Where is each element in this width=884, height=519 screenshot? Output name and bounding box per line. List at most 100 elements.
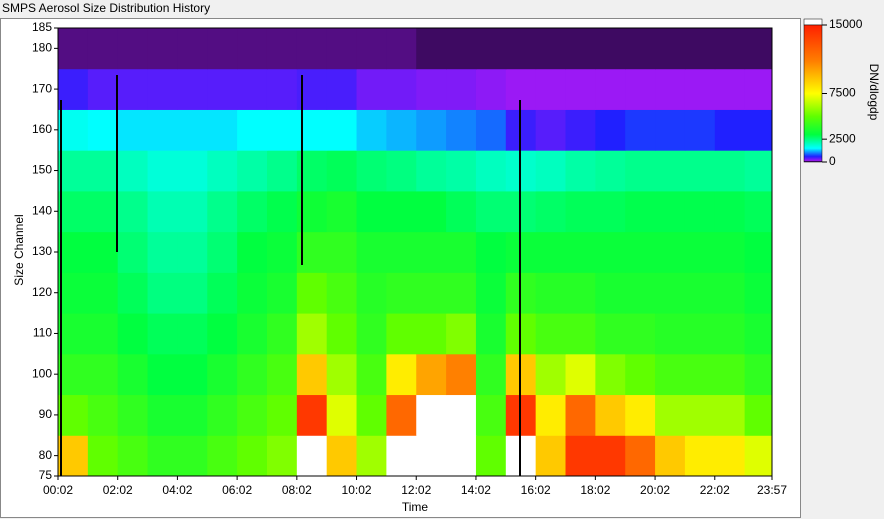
heatmap-cell <box>625 353 656 396</box>
heatmap-cell <box>266 394 298 436</box>
heatmap-cell <box>475 313 507 355</box>
heatmap-cell <box>595 190 626 233</box>
heatmap-cell <box>475 109 507 151</box>
colorbar-label: DN/dlogdp <box>867 64 881 121</box>
y-tick-label: 185 <box>32 20 52 34</box>
heatmap-cell <box>595 394 626 436</box>
y-tick-label: 90 <box>39 407 53 421</box>
heatmap-cell <box>595 313 626 355</box>
heatmap-cell <box>505 28 537 70</box>
heatmap-cell <box>625 68 656 110</box>
heatmap-cell <box>58 353 89 396</box>
x-tick-label: 04:02 <box>162 483 192 497</box>
heatmap-cell <box>266 109 298 151</box>
heatmap-cell <box>207 435 238 477</box>
heatmap-cell <box>714 394 746 436</box>
heatmap-cell <box>565 190 596 233</box>
heatmap-cell <box>326 150 358 192</box>
heatmap-cell <box>535 313 567 355</box>
heatmap-cell <box>326 435 358 477</box>
heatmap-cell <box>684 394 716 436</box>
heatmap-cell <box>416 150 447 192</box>
heatmap-cell <box>207 109 238 151</box>
heatmap-cell <box>177 313 208 355</box>
x-tick-label: 18:02 <box>580 483 610 497</box>
heatmap-cell <box>117 68 149 110</box>
heatmap-cell <box>744 150 773 192</box>
heatmap-cell <box>416 68 447 110</box>
heatmap-cell <box>296 272 328 314</box>
heatmap-cell <box>266 28 298 70</box>
heatmap-cell <box>386 28 417 70</box>
heatmap-cell <box>207 394 238 436</box>
heatmap-cell <box>565 353 596 396</box>
heatmap-cell <box>237 68 268 110</box>
y-tick-label: 100 <box>32 366 52 380</box>
heatmap-cell <box>237 28 268 70</box>
heatmap-cell <box>684 353 716 396</box>
heatmap-cell <box>147 313 178 355</box>
heatmap-cell <box>684 109 716 151</box>
heatmap-cell <box>296 353 328 396</box>
heatmap-cell <box>625 313 656 355</box>
y-tick-label: 140 <box>32 203 52 217</box>
heatmap-cell <box>237 435 268 477</box>
heatmap-cell <box>326 394 358 436</box>
heatmap-cell <box>446 394 477 436</box>
heatmap-cell <box>565 68 596 110</box>
x-tick-label: 12:02 <box>401 483 431 497</box>
heatmap-cell <box>356 435 387 477</box>
heatmap-cell <box>147 109 178 151</box>
heatmap-cell <box>595 68 626 110</box>
heatmap-cell <box>446 353 477 396</box>
heatmap-cell <box>326 353 358 396</box>
heatmap-cell <box>177 68 208 110</box>
heatmap-cell <box>58 313 89 355</box>
heatmap-cell <box>744 28 773 70</box>
heatmap-cell <box>625 109 656 151</box>
heatmap-cell <box>237 353 268 396</box>
heatmap-cell <box>207 272 238 314</box>
colorbar-tick-label: 7500 <box>829 86 856 100</box>
heatmap-cell <box>177 272 208 314</box>
heatmap-cell <box>416 231 447 273</box>
heatmap-cell <box>147 353 178 396</box>
heatmap-cell <box>386 68 417 110</box>
heatmap-cell <box>356 313 387 355</box>
heatmap-cell <box>147 150 178 192</box>
heatmap-cell <box>446 68 477 110</box>
heatmap-cell <box>266 272 298 314</box>
heatmap-cell <box>565 272 596 314</box>
heatmap-cell <box>356 109 387 151</box>
chart-title: SMPS Aerosol Size Distribution History <box>2 1 210 15</box>
heatmap-cell <box>386 190 417 233</box>
heatmap-cell <box>655 109 686 151</box>
heatmap-cell <box>87 109 119 151</box>
heatmap-cell <box>744 272 773 314</box>
y-tick-label: 150 <box>32 163 52 177</box>
heatmap-cell <box>356 28 387 70</box>
heatmap-cell <box>684 272 716 314</box>
heatmap-cell <box>266 435 298 477</box>
heatmap-cell <box>58 272 89 314</box>
colorbar <box>803 24 823 163</box>
heatmap-cell <box>565 394 596 436</box>
heatmap-cell <box>744 109 773 151</box>
heatmap-cell <box>326 28 358 70</box>
heatmap-cell <box>87 272 119 314</box>
heatmap-cell <box>565 231 596 273</box>
x-tick-label: 14:02 <box>461 483 491 497</box>
heatmap-cell <box>207 150 238 192</box>
heatmap-cell <box>446 272 477 314</box>
heatmap-cell <box>744 231 773 273</box>
heatmap-cell <box>475 150 507 192</box>
heatmap-cell <box>266 231 298 273</box>
heatmap-cell <box>177 109 208 151</box>
heatmap-cell <box>416 190 447 233</box>
heatmap-cell <box>356 272 387 314</box>
heatmap-cell <box>296 394 328 436</box>
y-tick-label: 75 <box>39 468 53 482</box>
x-axis-label: Time <box>402 500 429 514</box>
y-tick-label: 110 <box>33 326 52 340</box>
heatmap-cell <box>655 190 686 233</box>
